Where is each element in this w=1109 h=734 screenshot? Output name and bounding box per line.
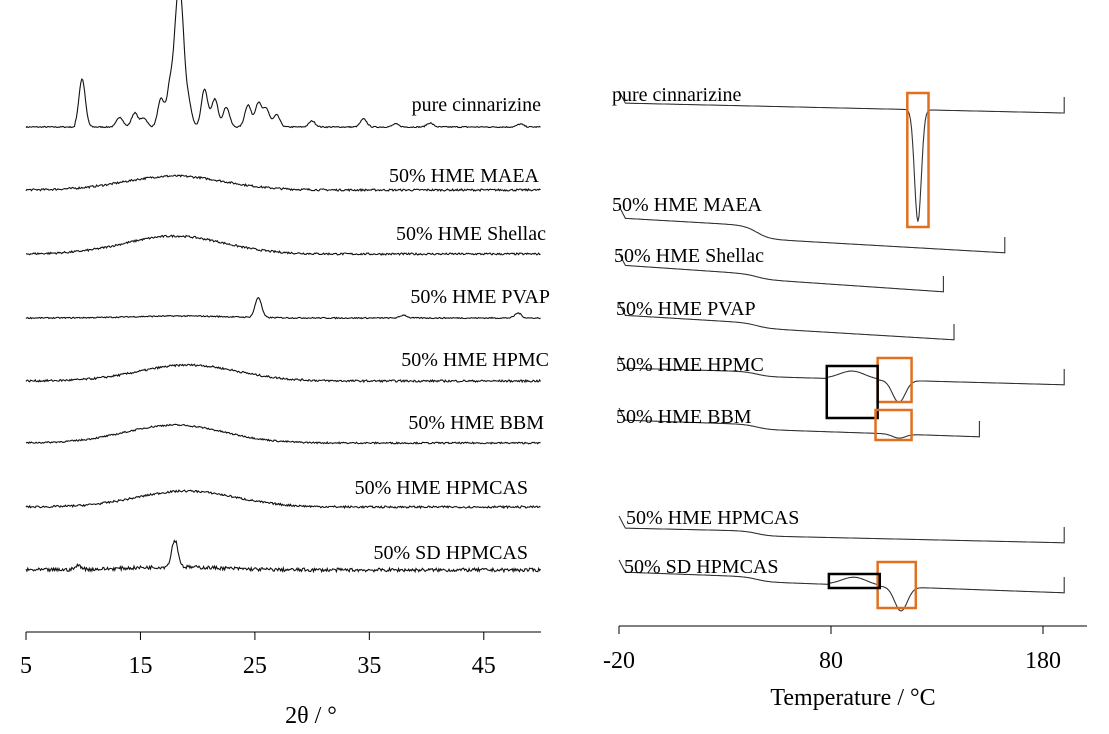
melting-highlight-box	[874, 408, 913, 442]
dsc-line-50pct-hme-pvap	[618, 302, 955, 341]
xrd-tick-label: 45	[472, 653, 496, 679]
dsc-x-axis-title: Temperature / °C	[770, 685, 935, 711]
dsc-label-50pct-hme-maea: 50% HME MAEA	[612, 194, 763, 216]
dsc-label-50pct-hme-hpmcas: 50% HME HPMCAS	[626, 507, 799, 529]
xrd-tick-label: 5	[20, 653, 32, 679]
dsc-tick-label: -20	[603, 648, 635, 674]
melting-highlight-box	[876, 560, 918, 610]
xrd-line-pure-cinnarizine	[25, 0, 541, 129]
xrd-line-50pct-hme-shellac	[25, 234, 541, 256]
xrd-tick-label: 25	[243, 653, 267, 679]
dsc-label-50pct-hme-bbm: 50% HME BBM	[616, 406, 752, 428]
xrd-line-50pct-hme-hpmcas	[25, 489, 541, 510]
xrd-label-50pct-hme-maea: 50% HME MAEA	[389, 165, 540, 187]
dsc-line-50pct-sd-hpmcas	[618, 559, 1065, 612]
dsc-line-50pct-hme-bbm	[618, 407, 980, 439]
dsc-label-50pct-hme-pvap: 50% HME PVAP	[616, 298, 756, 320]
xrd-line-50pct-sd-hpmcas	[25, 539, 541, 574]
dsc-line-50pct-hme-maea	[618, 205, 1006, 254]
xrd-tick-label: 35	[357, 653, 381, 679]
dsc-line-pure-cinnarizine	[618, 90, 1065, 222]
dsc-label-50pct-hme-hpmc: 50% HME HPMC	[616, 354, 764, 376]
xrd-panel: pure cinnarizine 50% HME MAEA 50% HME Shel…	[20, 0, 550, 729]
dsc-label-pure-cinnarizine: pure cinnarizine	[612, 84, 741, 106]
dsc-panel: pure cinnarizine 50% HME MAEA 50% HME Shel…	[603, 84, 1087, 711]
dsc-label-50pct-hme-shellac: 50% HME Shellac	[614, 245, 764, 267]
dsc-tick-label: 180	[1025, 648, 1061, 674]
dsc-line-50pct-hme-hpmc	[618, 355, 1065, 403]
xrd-label-50pct-hme-hpmcas: 50% HME HPMCAS	[355, 477, 528, 499]
xrd-line-50pct-hme-hpmc	[25, 363, 541, 384]
xrd-label-50pct-hme-bbm: 50% HME BBM	[408, 412, 544, 434]
xrd-label-pure-cinnarizine: pure cinnarizine	[412, 94, 541, 116]
glass-transition-highlight-box	[827, 572, 882, 590]
xrd-label-50pct-hme-pvap: 50% HME PVAP	[410, 286, 550, 308]
dsc-line-50pct-hme-shellac	[618, 252, 944, 293]
xrd-line-50pct-hme-pvap	[25, 297, 541, 320]
melting-highlight-box	[876, 356, 913, 404]
xrd-line-50pct-hme-bbm	[25, 423, 541, 445]
dsc-label-50pct-sd-hpmcas: 50% SD HPMCAS	[624, 556, 778, 578]
xrd-tick-label: 15	[128, 653, 152, 679]
xrd-line-50pct-hme-maea	[25, 174, 541, 193]
xrd-label-50pct-hme-hpmc: 50% HME HPMC	[401, 349, 549, 371]
melting-highlight-box	[906, 91, 930, 229]
glass-transition-highlight-box	[825, 364, 879, 420]
dsc-line-50pct-hme-hpmcas	[618, 515, 1065, 544]
dsc-tick-label: 80	[819, 648, 843, 674]
xrd-label-50pct-sd-hpmcas: 50% SD HPMCAS	[374, 542, 528, 564]
xrd-x-axis-title: 2θ / °	[285, 703, 337, 729]
xrd-label-50pct-hme-shellac: 50% HME Shellac	[396, 223, 546, 245]
